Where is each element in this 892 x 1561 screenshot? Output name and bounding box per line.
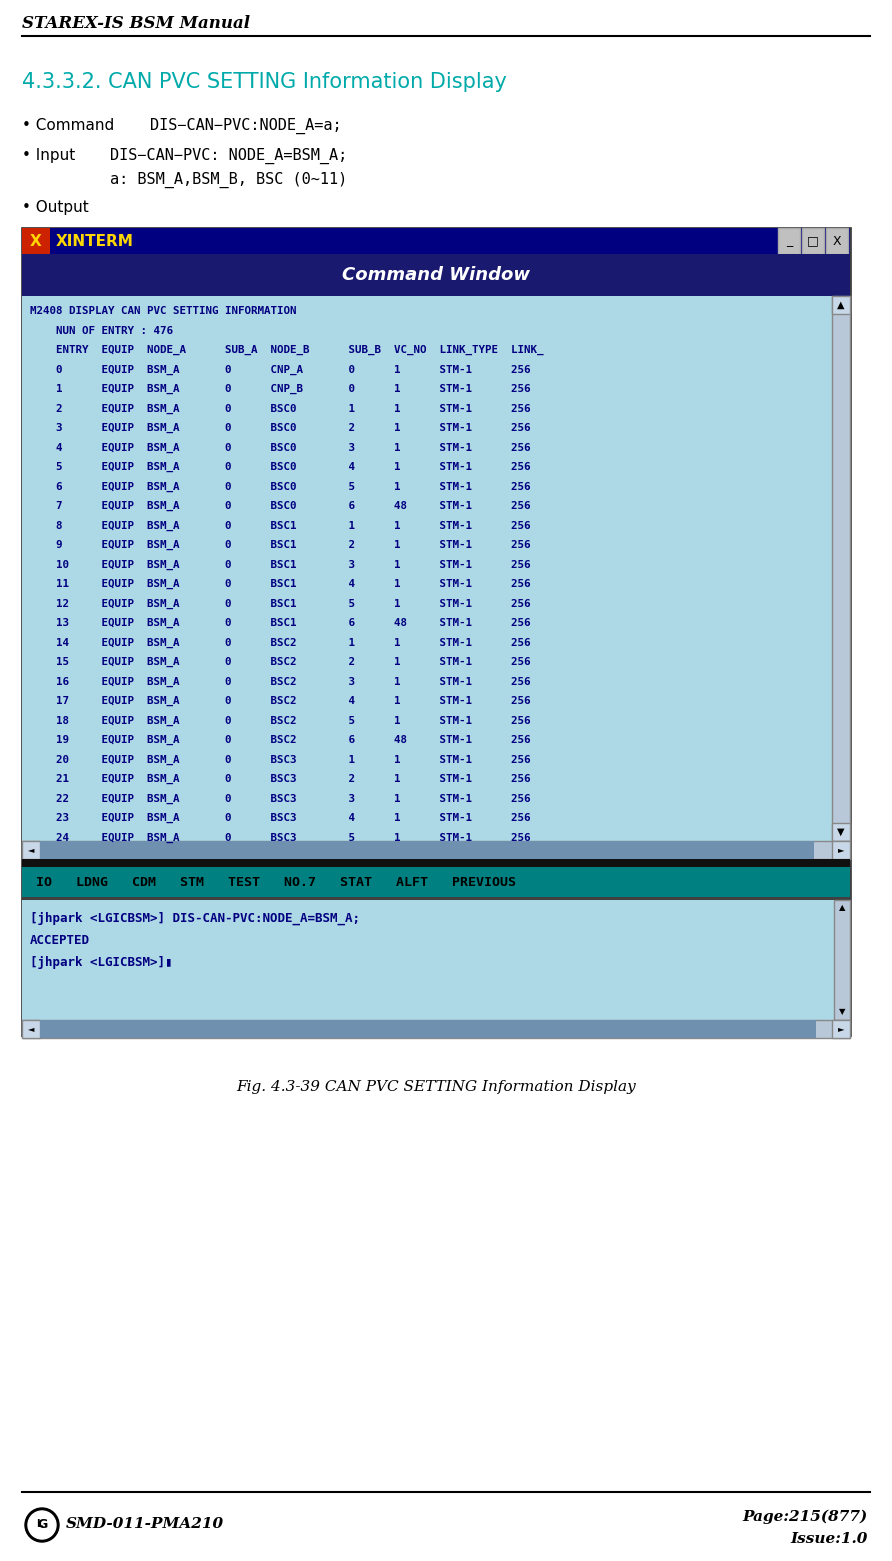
- Text: 18     EQUIP  BSM_A       0      BSC2        5      1      STM-1      256: 18 EQUIP BSM_A 0 BSC2 5 1 STM-1 256: [30, 715, 531, 726]
- Text: G: G: [37, 1519, 47, 1531]
- Text: Command Window: Command Window: [342, 265, 530, 284]
- Text: [jhpark <LGICBSM>] DIS-CAN-PVC:NODE_A=BSM_A;: [jhpark <LGICBSM>] DIS-CAN-PVC:NODE_A=BS…: [30, 912, 360, 926]
- Text: ◄: ◄: [28, 1024, 34, 1033]
- Bar: [22, 228, 50, 254]
- Text: M2408 DISPLAY CAN PVC SETTING INFORMATION: M2408 DISPLAY CAN PVC SETTING INFORMATIO…: [30, 306, 296, 315]
- Bar: [40, 1019, 816, 1038]
- Bar: [826, 228, 848, 254]
- Text: 1      EQUIP  BSM_A       0      CNP_B       0      1      STM-1      256: 1 EQUIP BSM_A 0 CNP_B 0 1 STM-1 256: [30, 384, 531, 395]
- Bar: [832, 841, 850, 859]
- Text: 4      EQUIP  BSM_A       0      BSC0        3      1      STM-1      256: 4 EQUIP BSM_A 0 BSC0 3 1 STM-1 256: [30, 442, 531, 453]
- Text: ▼: ▼: [838, 1007, 846, 1016]
- Bar: [22, 841, 40, 859]
- Bar: [22, 901, 834, 1019]
- Bar: [22, 866, 850, 898]
- Bar: [832, 1019, 850, 1038]
- Text: ▲: ▲: [838, 904, 846, 913]
- Text: Page:215(877): Page:215(877): [743, 1509, 868, 1525]
- Text: X: X: [833, 234, 841, 248]
- Text: • Output: • Output: [22, 200, 88, 215]
- Bar: [22, 841, 850, 859]
- Text: 7      EQUIP  BSM_A       0      BSC0        6      48     STM-1      256: 7 EQUIP BSM_A 0 BSC0 6 48 STM-1 256: [30, 501, 531, 510]
- Text: 11     EQUIP  BSM_A       0      BSC1        4      1      STM-1      256: 11 EQUIP BSM_A 0 BSC1 4 1 STM-1 256: [30, 579, 531, 588]
- Bar: [40, 841, 814, 859]
- Text: DIS−CAN−PVC:NODE_A=a;: DIS−CAN−PVC:NODE_A=a;: [150, 119, 342, 134]
- Text: 12     EQUIP  BSM_A       0      BSC1        5      1      STM-1      256: 12 EQUIP BSM_A 0 BSC1 5 1 STM-1 256: [30, 598, 531, 609]
- Text: a: BSM_A,BSM_B, BSC (0~11): a: BSM_A,BSM_B, BSC (0~11): [110, 172, 347, 189]
- Text: [jhpark <LGICBSM>]▮: [jhpark <LGICBSM>]▮: [30, 955, 172, 969]
- Text: 21     EQUIP  BSM_A       0      BSC3        2      1      STM-1      256: 21 EQUIP BSM_A 0 BSC3 2 1 STM-1 256: [30, 774, 531, 784]
- Text: 4.3.3.2. CAN PVC SETTING Information Display: 4.3.3.2. CAN PVC SETTING Information Dis…: [22, 72, 507, 92]
- Text: ▲: ▲: [838, 300, 845, 311]
- Text: □: □: [807, 234, 819, 248]
- Text: 8      EQUIP  BSM_A       0      BSC1        1      1      STM-1      256: 8 EQUIP BSM_A 0 BSC1 1 1 STM-1 256: [30, 520, 531, 531]
- Text: ►: ►: [838, 846, 844, 854]
- Text: 5      EQUIP  BSM_A       0      BSC0        4      1      STM-1      256: 5 EQUIP BSM_A 0 BSC0 4 1 STM-1 256: [30, 462, 531, 473]
- Bar: [832, 297, 850, 314]
- Text: XINTERM: XINTERM: [56, 234, 134, 248]
- Text: NUN OF ENTRY : 476: NUN OF ENTRY : 476: [30, 326, 173, 336]
- Circle shape: [28, 1511, 56, 1539]
- Text: ACCEPTED: ACCEPTED: [30, 933, 90, 948]
- Text: Fig. 4.3-39 CAN PVC SETTING Information Display: Fig. 4.3-39 CAN PVC SETTING Information …: [236, 1080, 636, 1094]
- Text: • Command: • Command: [22, 119, 114, 133]
- Text: 0      EQUIP  BSM_A       0      CNP_A       0      1      STM-1      256: 0 EQUIP BSM_A 0 CNP_A 0 1 STM-1 256: [30, 365, 531, 375]
- Text: SMD-011-PMA210: SMD-011-PMA210: [66, 1517, 224, 1531]
- Text: 15     EQUIP  BSM_A       0      BSC2        2      1      STM-1      256: 15 EQUIP BSM_A 0 BSC2 2 1 STM-1 256: [30, 657, 531, 667]
- Text: IO   LDNG   CDM   STM   TEST   NO.7   STAT   ALFT   PREVIOUS: IO LDNG CDM STM TEST NO.7 STAT ALFT PREV…: [36, 876, 516, 888]
- Bar: [832, 297, 850, 841]
- Text: 9      EQUIP  BSM_A       0      BSC1        2      1      STM-1      256: 9 EQUIP BSM_A 0 BSC1 2 1 STM-1 256: [30, 540, 531, 549]
- Text: 24     EQUIP  BSM_A       0      BSC3        5      1      STM-1      256: 24 EQUIP BSM_A 0 BSC3 5 1 STM-1 256: [30, 832, 531, 843]
- Bar: [778, 228, 800, 254]
- Bar: [802, 228, 824, 254]
- Text: ENTRY  EQUIP  NODE_A      SUB_A  NODE_B      SUB_B  VC_NO  LINK_TYPE  LINK_: ENTRY EQUIP NODE_A SUB_A NODE_B SUB_B VC…: [30, 345, 543, 356]
- Text: ◄: ◄: [28, 846, 34, 854]
- Circle shape: [25, 1508, 59, 1542]
- Bar: [22, 859, 850, 866]
- Text: 20     EQUIP  BSM_A       0      BSC3        1      1      STM-1      256: 20 EQUIP BSM_A 0 BSC3 1 1 STM-1 256: [30, 754, 531, 765]
- Text: X: X: [30, 234, 42, 248]
- Text: _: _: [786, 234, 792, 248]
- Text: 19     EQUIP  BSM_A       0      BSC2        6      48     STM-1      256: 19 EQUIP BSM_A 0 BSC2 6 48 STM-1 256: [30, 735, 531, 745]
- Bar: [22, 228, 850, 254]
- Text: 17     EQUIP  BSM_A       0      BSC2        4      1      STM-1      256: 17 EQUIP BSM_A 0 BSC2 4 1 STM-1 256: [30, 696, 531, 706]
- Text: ►: ►: [838, 1024, 844, 1033]
- Bar: [22, 228, 850, 1035]
- Text: 2      EQUIP  BSM_A       0      BSC0        1      1      STM-1      256: 2 EQUIP BSM_A 0 BSC0 1 1 STM-1 256: [30, 403, 531, 414]
- Text: L: L: [36, 1519, 42, 1530]
- Text: 14     EQUIP  BSM_A       0      BSC2        1      1      STM-1      256: 14 EQUIP BSM_A 0 BSC2 1 1 STM-1 256: [30, 637, 531, 648]
- Text: Issue:1.0: Issue:1.0: [790, 1531, 868, 1545]
- Bar: [834, 901, 850, 1019]
- Bar: [832, 823, 850, 841]
- Text: 10     EQUIP  BSM_A       0      BSC1        3      1      STM-1      256: 10 EQUIP BSM_A 0 BSC1 3 1 STM-1 256: [30, 559, 531, 570]
- Text: DIS−CAN−PVC: NODE_A=BSM_A;: DIS−CAN−PVC: NODE_A=BSM_A;: [110, 148, 347, 164]
- Text: 16     EQUIP  BSM_A       0      BSC2        3      1      STM-1      256: 16 EQUIP BSM_A 0 BSC2 3 1 STM-1 256: [30, 676, 531, 687]
- Text: 3      EQUIP  BSM_A       0      BSC0        2      1      STM-1      256: 3 EQUIP BSM_A 0 BSC0 2 1 STM-1 256: [30, 423, 531, 434]
- Text: 13     EQUIP  BSM_A       0      BSC1        6      48     STM-1      256: 13 EQUIP BSM_A 0 BSC1 6 48 STM-1 256: [30, 618, 531, 628]
- Bar: [22, 297, 832, 841]
- Text: ▼: ▼: [838, 827, 845, 837]
- Bar: [22, 1019, 850, 1038]
- Bar: [22, 1019, 40, 1038]
- Text: 22     EQUIP  BSM_A       0      BSC3        3      1      STM-1      256: 22 EQUIP BSM_A 0 BSC3 3 1 STM-1 256: [30, 793, 531, 804]
- Text: • Input: • Input: [22, 148, 75, 162]
- Text: 6      EQUIP  BSM_A       0      BSC0        5      1      STM-1      256: 6 EQUIP BSM_A 0 BSC0 5 1 STM-1 256: [30, 481, 531, 492]
- Bar: [22, 254, 850, 297]
- Text: STAREX-IS BSM Manual: STAREX-IS BSM Manual: [22, 16, 250, 31]
- Text: 23     EQUIP  BSM_A       0      BSC3        4      1      STM-1      256: 23 EQUIP BSM_A 0 BSC3 4 1 STM-1 256: [30, 813, 531, 823]
- Bar: [22, 898, 850, 901]
